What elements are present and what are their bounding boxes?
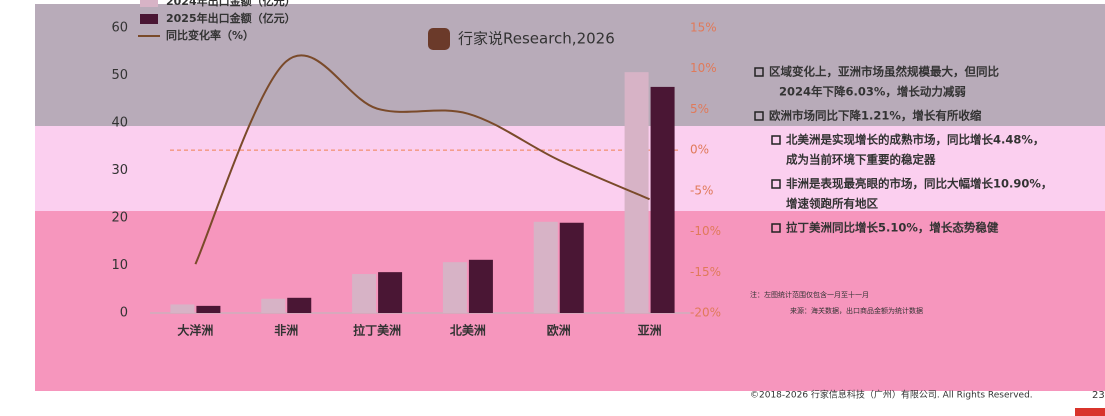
y-tick-label: 0 — [120, 306, 128, 321]
x-tick-label: 大洋洲 — [177, 323, 213, 338]
y2-tick-label: 15% — [690, 21, 717, 35]
bar — [170, 304, 195, 313]
legend-key — [140, 0, 158, 7]
x-tick-label: 亚洲 — [638, 324, 662, 338]
bar — [352, 274, 377, 313]
bar — [196, 305, 221, 313]
bullet-text: 区域变化上，亚洲市场虽然规模最大，但同比 — [769, 65, 999, 79]
footer: ©2018-2026 行家信息科技（广州）有限公司. All Rights Re… — [750, 389, 1033, 401]
page-number: 23 — [1092, 390, 1105, 401]
logo — [428, 28, 450, 50]
bullet-box — [771, 223, 781, 233]
bar — [287, 297, 312, 313]
rate-line — [194, 54, 650, 265]
x-tick-label: 拉丁美洲 — [353, 323, 401, 338]
bar — [468, 259, 493, 313]
legend-label: 2025年出口金额（亿元） — [166, 11, 296, 25]
bullet-box — [754, 111, 764, 121]
bar — [650, 86, 675, 314]
legend-label: 同比变化率（%） — [166, 28, 254, 42]
y-tick-label: 60 — [111, 21, 128, 36]
y-tick-label: 10 — [111, 258, 128, 273]
bullet-box — [754, 67, 764, 77]
corner-bar — [1075, 408, 1105, 416]
bar — [533, 221, 558, 313]
y2-tick-label: -20% — [690, 306, 721, 320]
y2-tick-label: 0% — [690, 143, 709, 157]
y2-tick-label: -5% — [690, 183, 713, 197]
y2-tick-label: -15% — [690, 265, 721, 279]
legend-label: 2024年出口金额（亿元） — [166, 0, 296, 8]
bullet-text: 非洲是表现最亮眼的市场，同比大幅增长10.90%， — [786, 177, 1052, 191]
y-tick-label: 40 — [111, 116, 128, 131]
note: 注：左图统计范围仅包含一月至十一月 — [750, 290, 869, 299]
bar — [261, 298, 286, 313]
bullet-text: 北美洲是实现增长的成熟市场，同比增长4.48%， — [786, 133, 1044, 147]
y2-tick-label: 5% — [690, 102, 709, 116]
y-tick-label: 50 — [111, 68, 128, 83]
y-tick-label: 20 — [111, 211, 128, 226]
bullet-text: 拉丁美洲同比增长5.10%，增长态势稳健 — [786, 221, 999, 235]
bullet-box — [771, 179, 781, 189]
bullet-text: 2024年下降6.03%，增长动力减弱 — [779, 85, 966, 99]
x-tick-label: 非洲 — [274, 323, 298, 338]
bullet-text: 增速领跑所有地区 — [786, 197, 878, 211]
x-tick-label: 欧洲 — [547, 323, 571, 338]
overlay — [35, 4, 1105, 391]
y2-tick-label: 10% — [690, 61, 717, 75]
y-tick-label: 30 — [111, 163, 128, 178]
bar — [442, 262, 467, 313]
bullet-text: 欧洲市场同比下降1.21%，增长有所收缩 — [769, 109, 982, 123]
x-tick-label: 北美洲 — [450, 323, 486, 338]
bullet-text: 成为当前环境下重要的稳定器 — [786, 153, 936, 167]
bar — [559, 222, 584, 313]
y2-tick-label: -10% — [690, 224, 721, 238]
bar — [378, 272, 403, 313]
source: 来源：海关数据，出口商品金额为统计数据 — [790, 306, 923, 315]
bar — [624, 72, 649, 313]
legend-key — [140, 14, 158, 24]
bullet-box — [771, 135, 781, 145]
watermark: 行家说Research,2026 — [458, 30, 615, 48]
